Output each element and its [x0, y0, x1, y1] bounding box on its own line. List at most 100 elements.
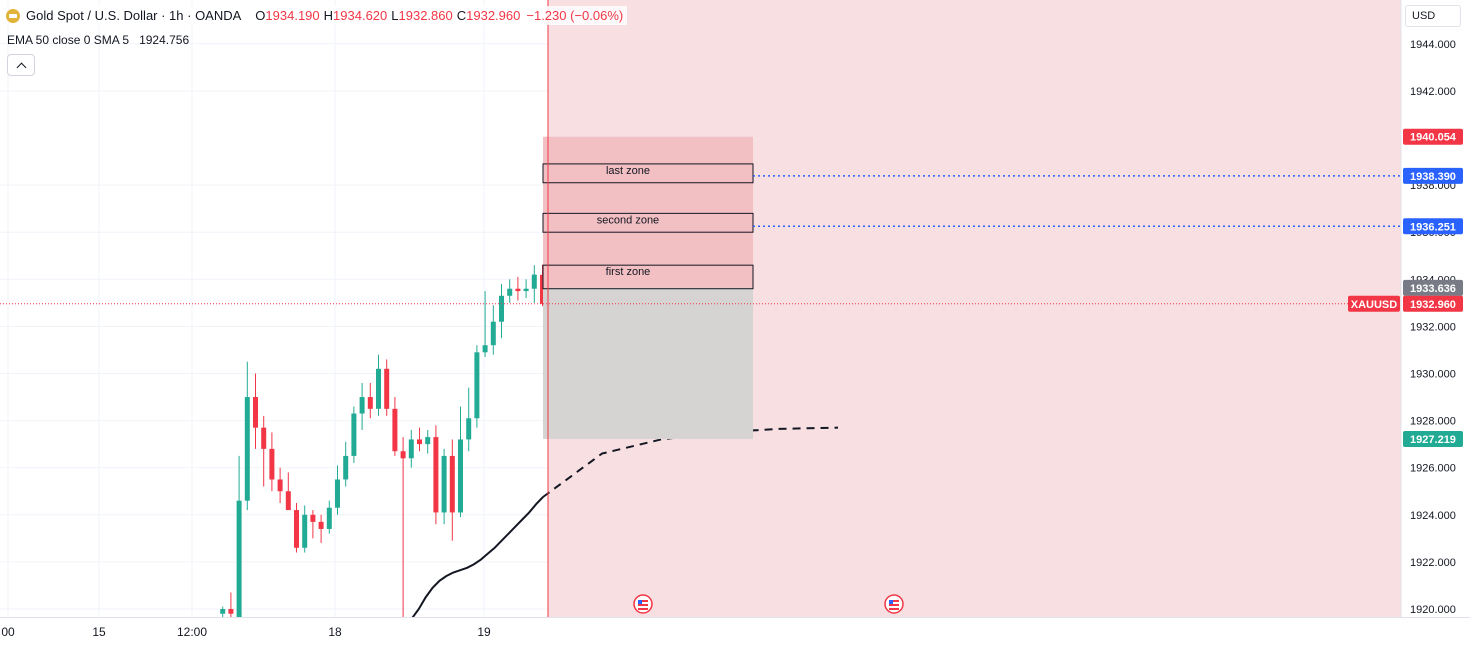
candle-body — [351, 413, 357, 456]
candle-body — [531, 274, 537, 289]
low-key: L — [391, 8, 399, 23]
candlestick-series — [220, 264, 545, 619]
flag-stripe — [889, 600, 899, 602]
candle-body — [236, 500, 242, 619]
flag-stripe — [889, 608, 899, 610]
time-tick-label: 15 — [92, 625, 106, 639]
price-tick-label: 1942.000 — [1410, 86, 1456, 98]
current-price-text: 1932.960 — [1410, 299, 1456, 311]
indicator-value: 1924.756 — [139, 33, 190, 47]
time-axis[interactable]: 00 15 12:00 18 19 — [0, 617, 1470, 645]
time-tick-label: 18 — [328, 625, 342, 639]
profit-target-area — [543, 136, 753, 288]
price-label-tag[interactable] — [1403, 218, 1463, 235]
chevron-up-icon — [16, 62, 26, 72]
indicator-label: EMA 50 close 0 SMA 5 — [7, 33, 130, 47]
us-flag-icon[interactable] — [633, 594, 653, 614]
candle-body — [417, 439, 422, 445]
time-axis-bg — [0, 617, 1470, 645]
candle-body — [228, 609, 234, 614]
candle-body — [302, 514, 308, 548]
ema-series — [404, 426, 839, 629]
zone-box[interactable] — [542, 163, 754, 184]
price-tick-label: 1924.000 — [1410, 510, 1456, 522]
candle-body — [277, 479, 283, 492]
close-key: C — [456, 8, 467, 23]
time-tick-label: 12:00 — [177, 625, 207, 639]
close-value: 1932.960 — [466, 8, 521, 23]
candle-body — [507, 288, 513, 296]
price-tick-label: 1926.000 — [1410, 463, 1456, 475]
flag-canton — [889, 600, 893, 604]
symbol-tag-text: XAUUSD — [1351, 299, 1398, 311]
drawing-overlays[interactable]: last zone second zone first zone — [0, 0, 1401, 617]
candle-body — [449, 455, 455, 513]
flag-stripe — [638, 608, 648, 610]
ema-projection-line — [542, 426, 839, 498]
indicator-legend[interactable]: EMA 50 close 0 SMA 5 1924.756 — [7, 33, 189, 47]
price-label-tag[interactable] — [1403, 128, 1463, 145]
price-label-text: 1933.636 — [1410, 283, 1456, 295]
price-tick-label: 1944.000 — [1410, 39, 1456, 51]
price-tick-label: 1920.000 — [1410, 604, 1456, 616]
candle-body — [425, 437, 431, 445]
candle-body — [515, 288, 521, 292]
zone-label: last zone — [606, 165, 650, 177]
price-label-tag[interactable] — [1403, 279, 1463, 296]
candle-body — [318, 521, 324, 529]
collapse-legend-button[interactable] — [7, 54, 35, 76]
currency-selector[interactable]: USD — [1405, 5, 1461, 27]
symbol-tag — [1348, 295, 1400, 312]
price-axis[interactable]: 1920.000 1922.000 1924.000 1926.000 1928.000… — [1348, 0, 1470, 617]
price-tick-label: 1922.000 — [1410, 557, 1456, 569]
candle-body — [269, 448, 275, 480]
candle-body — [294, 510, 299, 548]
flag-stripe — [638, 600, 648, 602]
candle-body — [285, 491, 291, 511]
symbol-legend: Gold Spot / U.S. Dollar · 1h · OANDA O 19… — [6, 6, 628, 25]
stop-loss-area — [543, 287, 753, 439]
price-label-text: 1936.251 — [1410, 221, 1456, 233]
price-label-text: 1927.219 — [1410, 434, 1456, 446]
candle-body — [384, 368, 390, 409]
flag-stripe — [638, 604, 648, 606]
candle-body — [474, 352, 480, 419]
price-label-text: 1940.054 — [1410, 132, 1457, 144]
current-price-tag[interactable] — [1403, 295, 1463, 312]
zone-box[interactable] — [542, 212, 754, 233]
price-label-tag[interactable] — [1403, 167, 1463, 184]
flag-stripe — [889, 604, 899, 606]
candle-body — [359, 397, 365, 414]
high-key: H — [323, 8, 334, 23]
candle-body — [244, 397, 250, 501]
zone-label: second zone — [597, 214, 659, 226]
candle-body — [326, 507, 332, 529]
change-value: −1.230 (−0.06%) — [526, 8, 624, 23]
open-key: O — [255, 8, 266, 23]
candle-body — [343, 455, 349, 480]
flag-canton — [638, 600, 642, 604]
zone-box[interactable] — [542, 264, 754, 290]
candle-body — [400, 451, 406, 459]
candle-body — [220, 609, 226, 614]
time-tick-label: 19 — [477, 625, 491, 639]
low-value: 1932.860 — [398, 8, 453, 23]
candle-body — [335, 479, 340, 508]
candle-body — [367, 397, 373, 409]
high-value: 1934.620 — [333, 8, 388, 23]
price-tick-label: 1928.000 — [1410, 416, 1456, 428]
symbol-title[interactable]: Gold Spot / U.S. Dollar · 1h · OANDA — [26, 8, 242, 23]
time-tick-label: 00 — [1, 625, 15, 639]
us-flag-icon[interactable] — [884, 594, 904, 614]
candle-body — [261, 427, 267, 449]
candle-body — [466, 418, 472, 440]
price-tick-label: 1930.000 — [1410, 369, 1456, 381]
candle-body — [441, 455, 447, 513]
candle-body — [523, 288, 529, 292]
candle-body — [253, 397, 258, 428]
price-label-tag[interactable] — [1403, 430, 1463, 447]
candle-body — [482, 345, 488, 353]
candle-body — [310, 514, 316, 522]
open-value: 1934.190 — [265, 8, 320, 23]
